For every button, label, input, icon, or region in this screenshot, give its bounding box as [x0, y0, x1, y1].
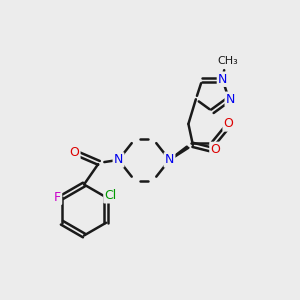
Text: O: O: [211, 143, 220, 156]
Text: N: N: [165, 153, 174, 167]
Text: O: O: [224, 117, 233, 130]
Text: N: N: [114, 153, 123, 167]
Text: CH₃: CH₃: [217, 56, 238, 66]
Text: O: O: [70, 146, 79, 159]
Text: N: N: [218, 73, 227, 86]
Text: Cl: Cl: [104, 189, 117, 202]
Text: F: F: [54, 191, 61, 204]
Text: N: N: [226, 93, 235, 106]
